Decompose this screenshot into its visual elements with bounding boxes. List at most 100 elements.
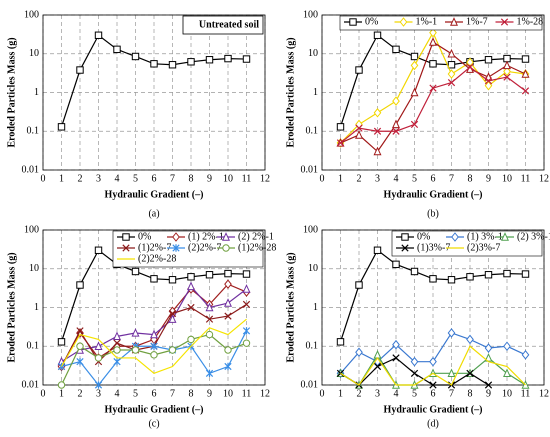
x-tick-label: 10: [223, 173, 233, 184]
marker: [393, 261, 399, 267]
legend-label: 0%: [138, 231, 151, 242]
marker: [132, 347, 138, 353]
x-tick-label: 10: [223, 388, 233, 399]
y-tick-label: 0.01: [22, 379, 40, 390]
legend-label: 1%-1: [416, 16, 438, 27]
y-tick-label: 0.1: [27, 126, 40, 137]
x-tick-label: 1: [59, 173, 64, 184]
x-tick-label: 0: [320, 173, 325, 184]
x-tick-label: 6: [431, 173, 436, 184]
x-tick-label: 7: [449, 388, 454, 399]
marker: [114, 46, 120, 52]
legend-label: (2) 2%-1: [238, 231, 274, 242]
x-tick-label: 11: [242, 388, 252, 399]
caption: (c): [148, 418, 159, 429]
marker: [430, 276, 436, 282]
x-axis-label: Hydraulic Gradient (–): [105, 189, 204, 200]
marker: [337, 124, 343, 130]
legend-marker: [223, 245, 229, 251]
x-tick-label: 6: [152, 173, 157, 184]
marker: [243, 340, 249, 346]
caption: (b): [427, 208, 439, 219]
marker: [485, 272, 491, 278]
marker: [77, 282, 83, 288]
marker: [169, 347, 175, 353]
x-tick-label: 5: [412, 388, 417, 399]
legend-marker: [402, 234, 408, 240]
marker: [225, 347, 231, 353]
x-tick-label: 5: [412, 173, 417, 184]
marker: [188, 274, 194, 280]
x-tick-label: 9: [207, 388, 212, 399]
legend-marker: [123, 234, 129, 240]
caption: (d): [427, 418, 439, 429]
marker: [188, 59, 194, 65]
marker: [522, 271, 528, 277]
legend-label: (2)2%-28: [138, 253, 176, 264]
marker: [337, 339, 343, 345]
marker: [77, 67, 83, 73]
x-tick-label: 2: [357, 388, 362, 399]
marker: [151, 352, 157, 358]
marker: [206, 57, 212, 63]
legend-label: 0%: [417, 231, 430, 242]
marker: [374, 247, 380, 253]
marker: [448, 277, 454, 283]
marker: [169, 277, 175, 283]
marker: [356, 282, 362, 288]
y-tick-label: 100: [24, 9, 39, 20]
legend-label: 1%-28: [517, 16, 544, 27]
marker: [206, 331, 212, 337]
legend-label: 1%-7: [466, 16, 488, 27]
y-tick-label: 1: [313, 87, 318, 98]
y-tick-label: 0.1: [306, 341, 319, 352]
marker: [356, 67, 362, 73]
marker: [467, 274, 473, 280]
marker: [504, 270, 510, 276]
x-tick-label: 5: [133, 388, 138, 399]
y-tick-label: 10: [308, 48, 318, 59]
marker: [188, 336, 194, 342]
x-tick-label: 8: [189, 388, 194, 399]
marker: [132, 268, 138, 274]
x-tick-label: 3: [96, 173, 101, 184]
x-tick-label: 7: [170, 173, 175, 184]
y-tick-label: 0.01: [301, 379, 319, 390]
x-tick-label: 6: [431, 388, 436, 399]
x-tick-label: 4: [115, 173, 120, 184]
legend-label: (1)2%-7: [138, 242, 171, 253]
x-tick-label: 4: [394, 173, 399, 184]
x-tick-label: 3: [375, 388, 380, 399]
x-tick-label: 11: [521, 388, 531, 399]
y-tick-label: 1: [34, 87, 39, 98]
x-tick-label: 12: [260, 388, 270, 399]
x-tick-label: 9: [486, 388, 491, 399]
y-tick-label: 0.1: [27, 341, 40, 352]
caption: (a): [148, 208, 159, 219]
x-tick-label: 11: [242, 173, 252, 184]
x-tick-label: 2: [357, 173, 362, 184]
marker: [448, 62, 454, 68]
y-tick-label: 100: [303, 9, 318, 20]
x-tick-label: 5: [133, 173, 138, 184]
y-tick-label: 1: [313, 302, 318, 313]
x-tick-label: 8: [468, 173, 473, 184]
y-axis-label: Eroded Particles Mass (g): [285, 252, 296, 362]
marker: [374, 32, 380, 38]
x-tick-label: 9: [207, 173, 212, 184]
y-tick-label: 0.01: [22, 164, 40, 175]
x-tick-label: 6: [152, 388, 157, 399]
marker: [95, 247, 101, 253]
x-tick-label: 1: [338, 388, 343, 399]
y-axis-label: Eroded Particles Mass (g): [285, 37, 296, 147]
x-tick-label: 12: [260, 173, 270, 184]
legend-label: (2)2%-7: [188, 242, 221, 253]
marker: [225, 55, 231, 61]
y-tick-label: 1: [34, 302, 39, 313]
marker: [58, 382, 64, 388]
y-tick-label: 10: [308, 263, 318, 274]
marker: [225, 270, 231, 276]
